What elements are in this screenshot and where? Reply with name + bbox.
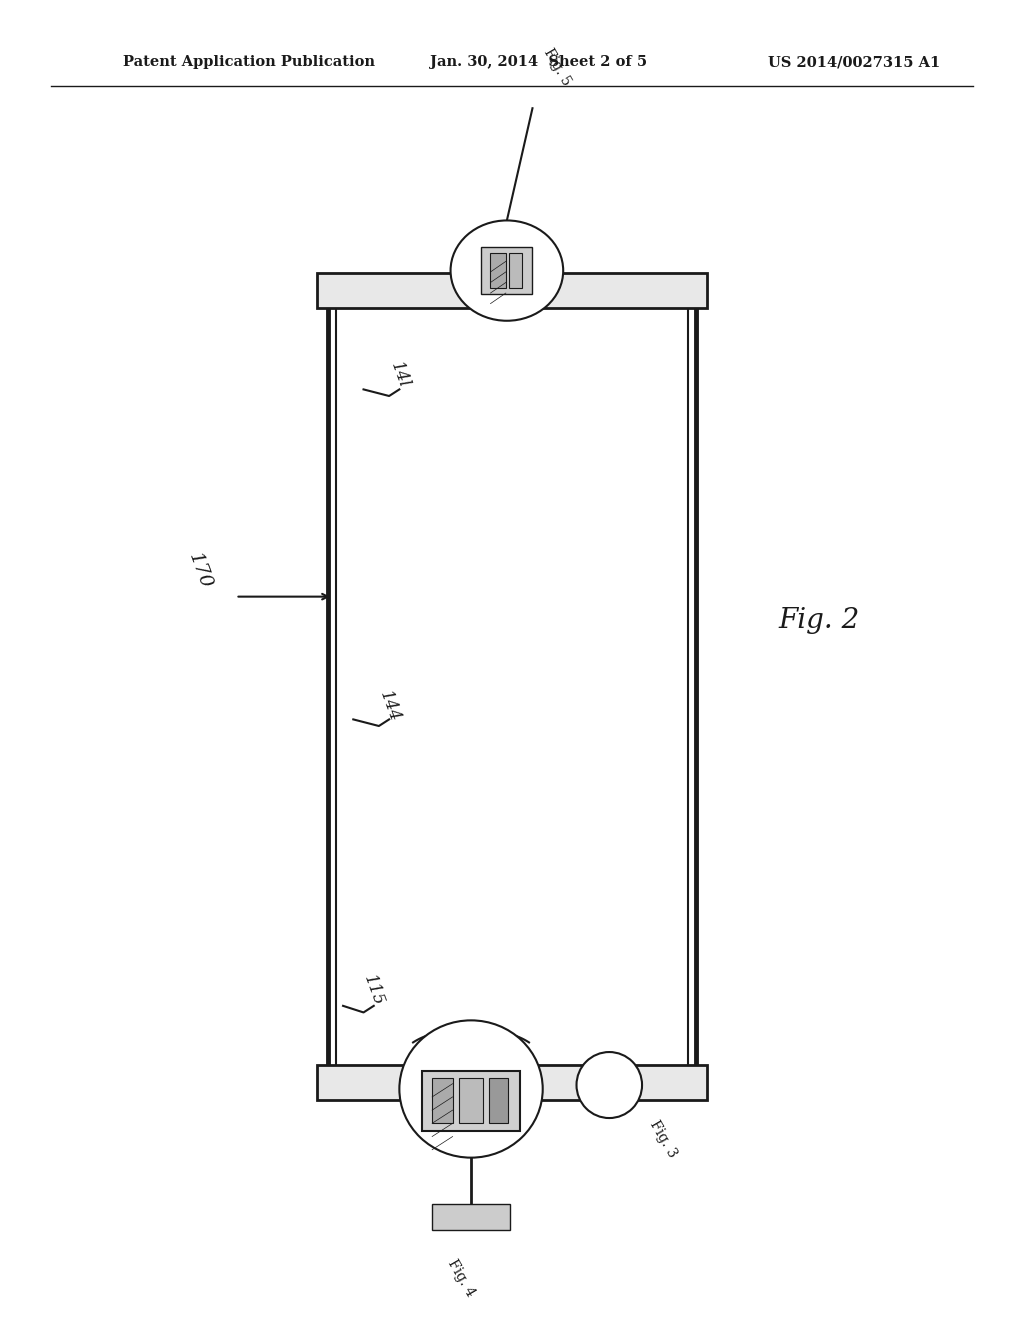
Text: Fig. 4: Fig. 4 [444, 1257, 477, 1299]
Bar [328, 290, 696, 1082]
Text: 115: 115 [360, 972, 387, 1008]
Bar [490, 253, 506, 288]
Ellipse shape [577, 1052, 642, 1118]
Bar [432, 1078, 453, 1123]
Bar [489, 1078, 508, 1123]
Text: Fig. 2: Fig. 2 [778, 607, 859, 634]
Ellipse shape [399, 1020, 543, 1158]
Bar [459, 1078, 483, 1123]
Text: Patent Application Publication: Patent Application Publication [123, 55, 375, 70]
Bar [481, 247, 532, 294]
Text: US 2014/0027315 A1: US 2014/0027315 A1 [768, 55, 940, 70]
Bar [432, 1204, 510, 1230]
Bar [317, 273, 707, 308]
Text: 170: 170 [185, 549, 214, 591]
Text: 144: 144 [376, 688, 402, 725]
Bar [509, 253, 522, 288]
Bar [336, 301, 688, 1072]
Text: Jan. 30, 2014  Sheet 2 of 5: Jan. 30, 2014 Sheet 2 of 5 [430, 55, 647, 70]
Text: Fig. 5: Fig. 5 [541, 46, 573, 88]
Bar [422, 1071, 520, 1131]
Ellipse shape [451, 220, 563, 321]
Bar [317, 1065, 707, 1100]
Text: Fig. 3: Fig. 3 [647, 1118, 680, 1160]
Text: 14l: 14l [387, 359, 412, 391]
